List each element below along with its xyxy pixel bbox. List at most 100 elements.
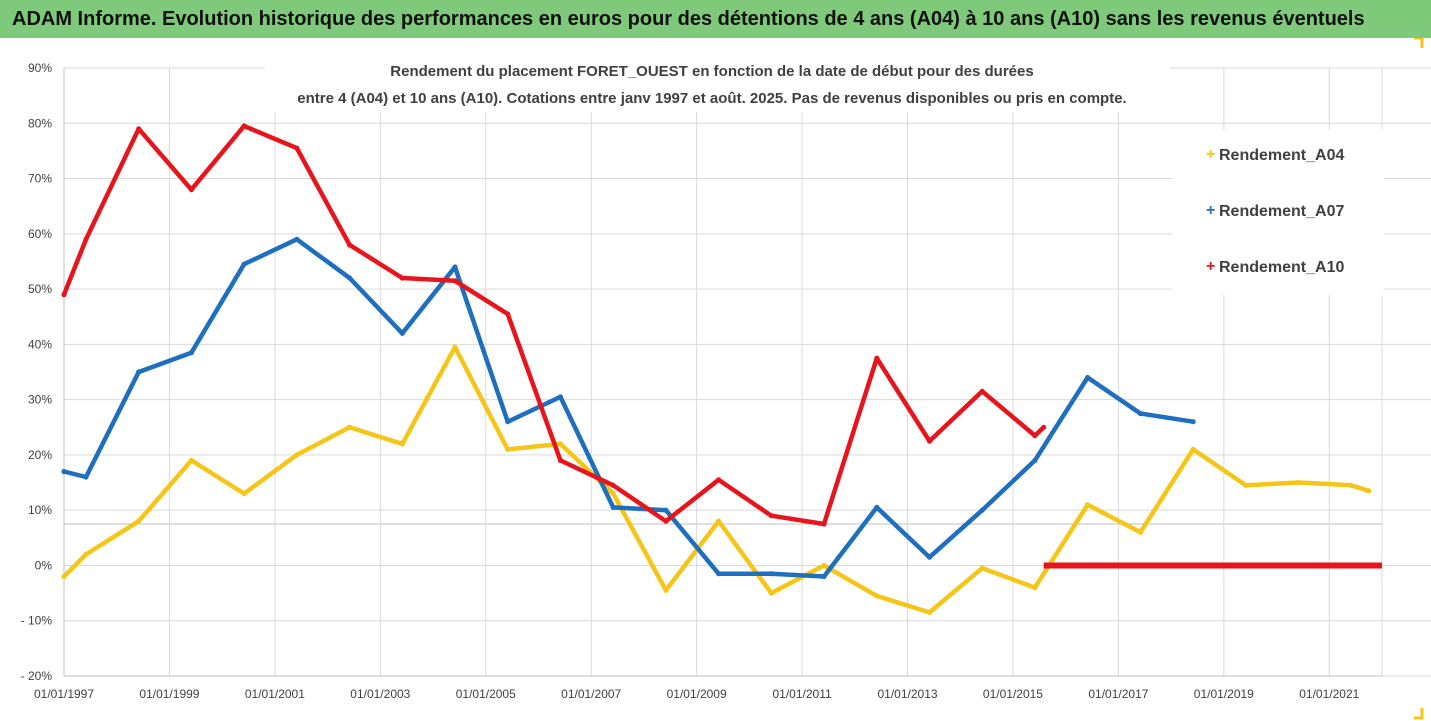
data-point-rendement-a10	[1041, 424, 1047, 430]
data-point-rendement-a07	[1190, 419, 1196, 425]
data-point-rendement-a04	[61, 573, 67, 580]
data-point-rendement-a04	[1366, 488, 1372, 494]
data-point-rendement-a04	[716, 518, 722, 524]
data-point-rendement-a07	[874, 504, 880, 510]
y-axis-ticks: 90% 80% 70% 60% 50% 40% 30% 20% 10% 0% - 10% - 20%	[21, 61, 53, 683]
data-point-rendement-a07	[663, 507, 669, 513]
data-point-rendement-a07	[136, 369, 142, 375]
data-point-rendement-a04	[241, 491, 247, 497]
y-tick-label: - 20%	[21, 669, 53, 683]
data-point-rendement-a04	[83, 551, 89, 558]
data-point-rendement-a07	[1137, 410, 1143, 417]
data-point-rendement-a04	[188, 457, 194, 463]
corner-mark-top-right	[1414, 38, 1424, 48]
y-tick-label: 70%	[28, 172, 52, 186]
data-point-rendement-a04	[1032, 585, 1038, 591]
chart-title-line-1: Rendement du placement FORET_OUEST en fo…	[390, 63, 1033, 80]
data-point-rendement-a07	[188, 350, 194, 356]
performance-chart: 90%80%70%60%50%40%30%20%10%0%- 10%- 20% …	[0, 38, 1431, 721]
data-point-rendement-a10	[505, 311, 511, 317]
legend-marker-rendement-a07: +	[1206, 202, 1215, 219]
data-point-rendement-a07	[610, 504, 616, 510]
legend-label-rendement-a07: Rendement_A07	[1219, 203, 1344, 220]
data-point-rendement-a04	[821, 562, 827, 569]
data-point-rendement-a10	[452, 278, 458, 284]
data-point-rendement-a10	[821, 521, 827, 527]
data-point-rendement-a07	[294, 236, 300, 242]
data-point-rendement-a07	[83, 474, 89, 480]
x-axis-ticks: 01/01/1997 01/01/1999 01/01/2001 01/01/2003…	[34, 687, 1360, 701]
data-point-rendement-a07	[926, 554, 933, 560]
x-tick-label: 01/01/2005	[456, 687, 516, 701]
x-tick-label: 01/01/1999	[139, 687, 199, 701]
data-point-rendement-a10	[610, 482, 616, 488]
data-point-rendement-a07	[1032, 457, 1038, 463]
data-point-rendement-a07	[979, 507, 985, 513]
x-tick-label: 01/01/2021	[1299, 687, 1359, 701]
report-header: ADAM Informe. Evolution historique des p…	[0, 0, 1431, 38]
data-point-rendement-a07	[716, 571, 722, 577]
data-point-rendement-a10	[874, 355, 880, 361]
y-tick-label: - 10%	[21, 614, 53, 628]
data-point-rendement-a04	[452, 344, 458, 350]
y-tick-label: 40%	[28, 337, 52, 351]
x-tick-label: 01/01/2001	[245, 687, 305, 701]
data-point-rendement-a10	[663, 518, 669, 524]
data-point-rendement-a07	[557, 394, 564, 400]
data-point-rendement-a04	[1348, 482, 1354, 488]
data-point-rendement-a10	[557, 457, 564, 463]
data-point-rendement-a04	[926, 609, 933, 616]
legend-label-rendement-a10: Rendement_A10	[1219, 259, 1344, 276]
y-tick-label: 30%	[28, 393, 52, 407]
data-point-rendement-a04	[979, 565, 985, 571]
chart-title: Rendement du placement FORET_OUEST en fo…	[265, 54, 1170, 112]
data-point-rendement-a04	[1243, 482, 1249, 488]
x-tick-label: 01/01/2009	[667, 687, 727, 701]
x-tick-label: 01/01/2019	[1194, 687, 1254, 701]
data-point-rendement-a04	[1137, 529, 1143, 535]
x-tick-label: 01/01/2013	[877, 687, 937, 701]
data-point-rendement-a04	[874, 593, 880, 599]
data-point-rendement-a04	[1085, 502, 1091, 508]
data-point-rendement-a07	[505, 419, 511, 425]
data-point-rendement-a04	[505, 446, 511, 452]
data-point-rendement-a07	[1085, 374, 1091, 381]
legend: + Rendement_A04+ Rendement_A07+ Rendement_A…	[1172, 130, 1384, 295]
data-point-rendement-a10	[83, 236, 89, 242]
grid-lines	[63, 67, 1431, 677]
data-point-rendement-a07	[241, 261, 247, 267]
data-point-rendement-a07	[347, 275, 353, 281]
data-point-rendement-a07	[61, 468, 67, 475]
report-title: ADAM Informe. Evolution historique des p…	[12, 8, 1365, 30]
data-point-rendement-a04	[768, 590, 774, 596]
legend-backdrop	[1172, 130, 1384, 295]
data-point-rendement-a10	[1032, 433, 1038, 439]
data-point-rendement-a10	[61, 292, 67, 298]
data-point-rendement-a04	[136, 518, 142, 524]
y-tick-label: 60%	[28, 227, 52, 241]
y-tick-label: 20%	[28, 448, 52, 462]
data-point-rendement-a10	[136, 126, 142, 132]
data-point-rendement-a10	[716, 477, 722, 483]
data-point-rendement-a07	[452, 264, 458, 270]
x-tick-label: 01/01/2003	[350, 687, 410, 701]
data-point-rendement-a10	[294, 145, 300, 151]
y-tick-label: 90%	[28, 61, 52, 75]
title-backdrop	[265, 54, 1170, 112]
data-point-rendement-a04	[399, 441, 405, 447]
data-point-rendement-a04	[557, 441, 564, 447]
data-point-rendement-a10	[926, 438, 933, 444]
legend-label-rendement-a04: Rendement_A04	[1219, 147, 1344, 164]
data-point-rendement-a10	[768, 513, 774, 519]
legend-marker-rendement-a04: +	[1206, 146, 1215, 163]
x-tick-label: 01/01/2015	[983, 687, 1043, 701]
data-point-rendement-a04	[1295, 479, 1302, 486]
data-point-rendement-a04	[294, 452, 300, 458]
y-tick-label: 0%	[35, 558, 53, 572]
data-point-rendement-a10	[347, 242, 353, 248]
data-point-rendement-a04	[610, 491, 616, 497]
data-point-rendement-a04	[1190, 446, 1196, 452]
x-tick-label: 01/01/1997	[34, 687, 94, 701]
corner-marks	[1414, 38, 1424, 720]
data-point-rendement-a10	[241, 123, 247, 129]
